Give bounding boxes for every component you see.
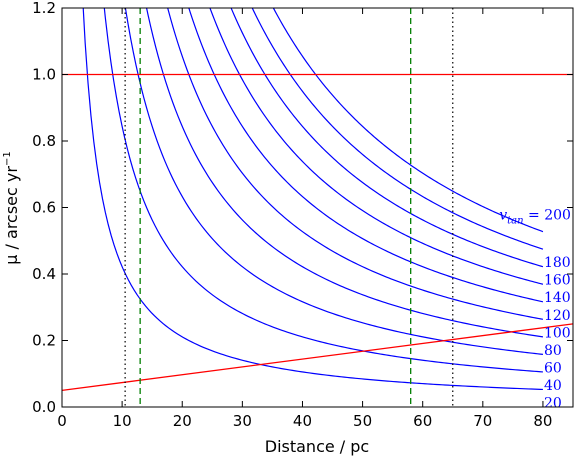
- x-tick-label: 10: [113, 412, 132, 430]
- y-axis-label-exponent: −1: [2, 151, 13, 166]
- curve-label-100: 100: [544, 325, 571, 341]
- curve-vtan-80: [145, 8, 544, 338]
- curve-label-120: 120: [544, 308, 571, 324]
- curve-vtan-20: [82, 8, 543, 391]
- y-tick-label: 0.2: [32, 332, 56, 350]
- x-tick-label: 30: [233, 412, 252, 430]
- x-axis-label: Distance / pc: [265, 437, 369, 456]
- x-tick-label: 40: [293, 412, 312, 430]
- y-tick-label: 1.0: [32, 66, 56, 84]
- curve-label-180: 180: [544, 255, 571, 271]
- curve-vtan-60: [124, 8, 544, 355]
- y-tick-label: 0.0: [32, 398, 56, 416]
- plot-frame: [61, 7, 574, 408]
- y-tick-label: 0.4: [32, 265, 56, 283]
- y-tick-label: 0.8: [32, 132, 56, 150]
- curve-label-200: vtan = 200: [499, 207, 571, 226]
- curve-vtan-180: [251, 8, 544, 250]
- curve-vtan-100: [167, 8, 544, 320]
- curve-vtan-40: [103, 8, 543, 373]
- axis-ticks: 0 10 20 30 40 50 60 70 80 0.0 0.2 0.4 0.6 0.8 1.0 1.2: [32, 0, 573, 430]
- curve-label-140: 140: [544, 290, 571, 306]
- curves-layer: [62, 8, 573, 407]
- x-tick-label: 70: [473, 412, 492, 430]
- x-tick-label: 80: [533, 412, 552, 430]
- curve-label-80: 80: [544, 343, 562, 359]
- x-tick-label: 0: [57, 412, 67, 430]
- limit-line-rising: [62, 323, 573, 392]
- x-tick-label: 50: [353, 412, 372, 430]
- curve-label-160: 160: [544, 273, 571, 289]
- y-tick-label: 1.2: [32, 0, 56, 17]
- curve-label-20: 20: [544, 395, 562, 411]
- curve-label-60: 60: [544, 360, 562, 376]
- curve-vtan-160: [230, 8, 544, 268]
- y-tick-label: 0.6: [32, 199, 56, 217]
- x-tick-label: 20: [173, 412, 192, 430]
- y-axis-label-main: μ / arcsec yr: [2, 166, 21, 265]
- y-axis-label: μ / arcsec yr−1: [2, 151, 21, 264]
- curve-vtan-120: [188, 8, 544, 303]
- curve-vtan-200: [272, 8, 544, 233]
- curve-label-40: 40: [544, 378, 562, 394]
- curve-vtan-140: [209, 8, 544, 285]
- x-tick-label: 60: [413, 412, 432, 430]
